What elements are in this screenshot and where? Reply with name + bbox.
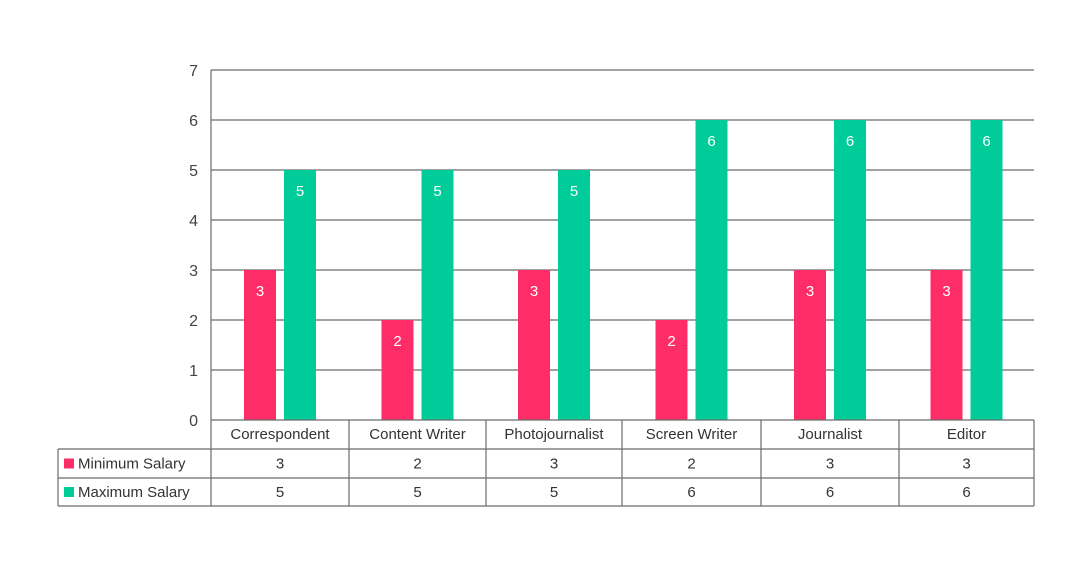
category-label: Editor bbox=[947, 426, 986, 443]
bar bbox=[970, 120, 1003, 420]
y-tick-label: 1 bbox=[189, 363, 198, 380]
table-cell: 2 bbox=[687, 456, 695, 473]
legend-swatch bbox=[64, 487, 74, 497]
y-tick-label: 2 bbox=[189, 313, 198, 330]
data-label: 3 bbox=[530, 283, 538, 300]
legend-swatch bbox=[64, 458, 74, 469]
y-tick-label: 4 bbox=[189, 213, 198, 230]
table-cell: 5 bbox=[550, 484, 558, 501]
y-tick-label: 0 bbox=[189, 413, 198, 430]
bar bbox=[244, 270, 276, 420]
data-label: 5 bbox=[433, 183, 441, 200]
table-cell: 3 bbox=[550, 456, 558, 473]
data-label: 6 bbox=[982, 133, 990, 150]
table-cell: 6 bbox=[962, 484, 970, 501]
bar bbox=[695, 120, 728, 420]
category-label: Correspondent bbox=[230, 426, 330, 443]
category-label: Screen Writer bbox=[646, 426, 737, 443]
data-labels: 3 5 2 5 3 5 2 6 3 6 3 6 bbox=[256, 133, 991, 350]
bar bbox=[284, 170, 316, 420]
data-label: 2 bbox=[667, 333, 675, 350]
bar bbox=[558, 170, 590, 420]
data-table: Correspondent Content Writer Photojournali… bbox=[57, 70, 1035, 507]
bar bbox=[930, 270, 963, 420]
bar bbox=[655, 320, 688, 420]
bar bbox=[421, 170, 454, 420]
data-label: 3 bbox=[256, 283, 264, 300]
data-label: 5 bbox=[570, 183, 578, 200]
gridlines bbox=[211, 69, 1034, 371]
data-label: 2 bbox=[393, 333, 401, 350]
bar bbox=[518, 270, 550, 420]
category-label: Journalist bbox=[798, 426, 863, 443]
table-cell: 2 bbox=[413, 456, 421, 473]
data-label: 3 bbox=[806, 283, 814, 300]
legend-label: Minimum Salary bbox=[78, 456, 186, 473]
bar bbox=[381, 320, 414, 420]
y-tick-label: 3 bbox=[189, 263, 198, 280]
table-cell: 3 bbox=[276, 456, 284, 473]
data-label: 6 bbox=[707, 133, 715, 150]
y-axis-ticks: 0 1 2 3 4 5 6 7 bbox=[189, 63, 198, 430]
bar bbox=[794, 270, 826, 420]
table-cell: 3 bbox=[826, 456, 834, 473]
table-cell: 3 bbox=[962, 456, 970, 473]
data-label: 3 bbox=[942, 283, 950, 300]
data-label: 5 bbox=[296, 183, 304, 200]
category-label: Photojournalist bbox=[504, 426, 604, 443]
legend-label: Maximum Salary bbox=[78, 484, 190, 501]
table-cell: 6 bbox=[826, 484, 834, 501]
bar bbox=[834, 120, 866, 420]
data-label: 6 bbox=[846, 133, 854, 150]
y-tick-label: 7 bbox=[189, 63, 198, 80]
y-tick-label: 6 bbox=[189, 113, 198, 130]
table-cell: 6 bbox=[687, 484, 695, 501]
table-cell: 5 bbox=[276, 484, 284, 501]
table-cell: 5 bbox=[413, 484, 421, 501]
bars bbox=[244, 120, 1003, 420]
category-label: Content Writer bbox=[369, 426, 465, 443]
y-tick-label: 5 bbox=[189, 163, 198, 180]
